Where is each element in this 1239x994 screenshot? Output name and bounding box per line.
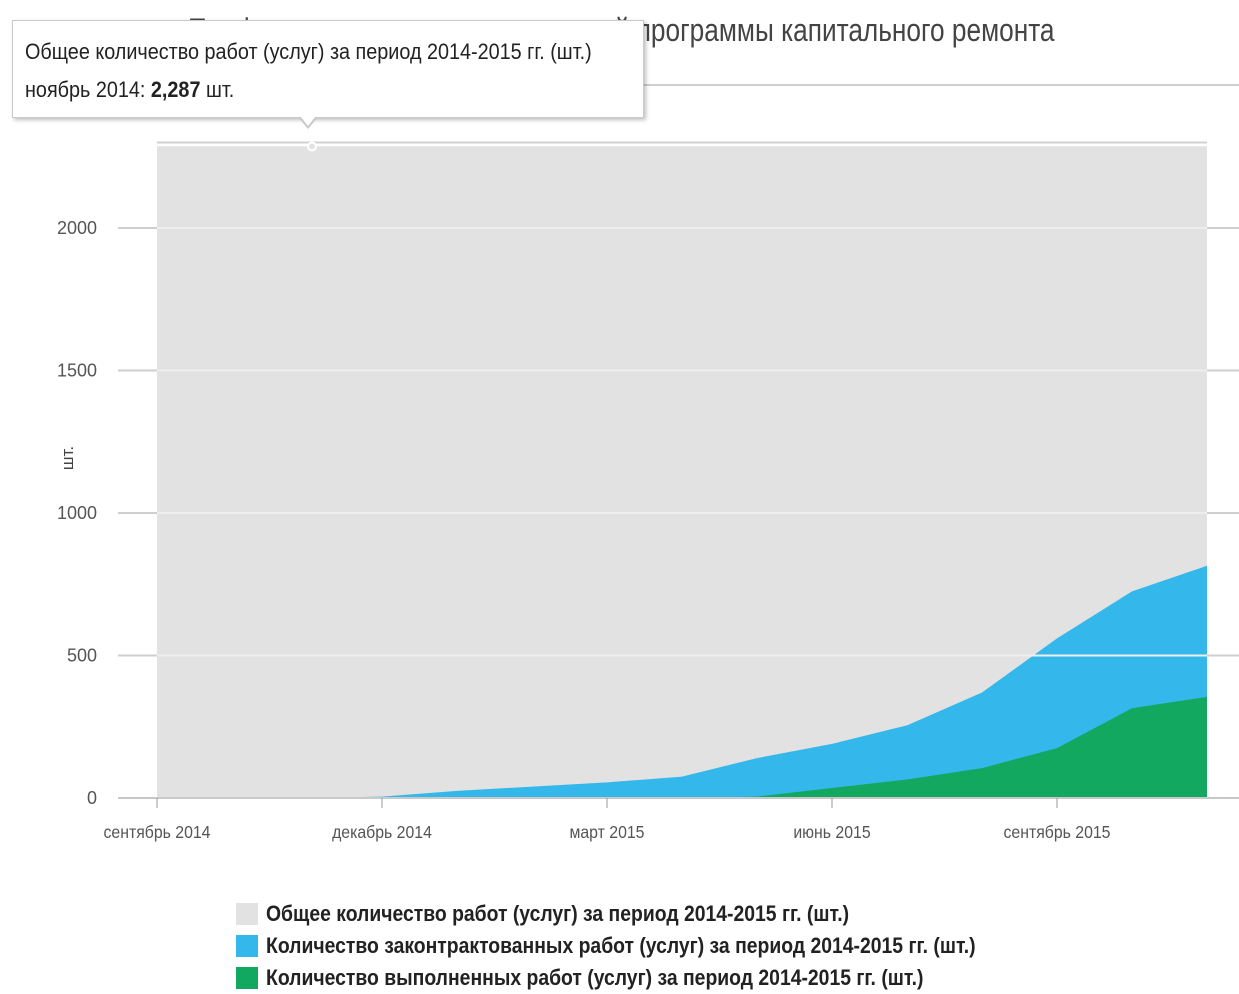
- legend-label-contracted: Количество законтрактованных работ (услу…: [266, 933, 976, 958]
- y-tick-label: 2000: [57, 218, 97, 238]
- y-tick-label: 500: [67, 646, 97, 666]
- x-tick-label: июнь 2015: [793, 822, 870, 842]
- tooltip: Общее количество работ (услуг) за период…: [12, 20, 644, 118]
- legend-swatch-total: [236, 903, 258, 925]
- tooltip-unit: шт.: [205, 77, 235, 102]
- x-axis: сентябрь 2014 декабрь 2014 март 2015 июнь 2…: [104, 141, 1111, 842]
- tooltip-value: 2,287: [150, 77, 201, 102]
- legend: Общее количество работ (услуг) за период…: [236, 898, 1072, 994]
- legend-swatch-contracted: [236, 935, 258, 957]
- hover-point-marker[interactable]: [307, 141, 317, 152]
- y-tick-label: 1000: [57, 503, 97, 523]
- tooltip-category: ноябрь 2014: [25, 77, 140, 102]
- area-series-0[interactable]: [157, 146, 1207, 798]
- legend-item-contracted[interactable]: Количество законтрактованных работ (услу…: [236, 930, 1072, 962]
- tooltip-value-line: ноябрь 2014: 2,287 шт.: [25, 71, 570, 109]
- tooltip-pointer-fill: [300, 116, 316, 126]
- title-divider: [188, 84, 1239, 86]
- x-tick-label: сентябрь 2015: [1004, 822, 1111, 842]
- tooltip-series: Общее количество работ (услуг) за период…: [25, 39, 592, 64]
- area-series-1[interactable]: [157, 565, 1207, 798]
- legend-swatch-completed: [236, 967, 258, 989]
- legend-item-total[interactable]: Общее количество работ (услуг) за период…: [236, 898, 1072, 930]
- legend-label-completed: Количество выполненных работ (услуг) за …: [266, 965, 924, 990]
- y-tick-label: 1500: [57, 361, 97, 381]
- y-axis-label: шт.: [58, 446, 77, 470]
- area-series-2[interactable]: [157, 696, 1207, 798]
- tooltip-colon: :: [139, 77, 151, 102]
- x-tick-label: сентябрь 2014: [104, 822, 211, 842]
- legend-label-total: Общее количество работ (услуг) за период…: [266, 901, 850, 926]
- x-tick-label: декабрь 2014: [332, 822, 432, 842]
- y-tick-label: 0: [87, 788, 97, 808]
- y-axis: 0 500 1000 1500 2000: [57, 218, 1239, 808]
- legend-item-completed[interactable]: Количество выполненных работ (услуг) за …: [236, 962, 1072, 994]
- areas: [157, 146, 1207, 798]
- x-tick-label: март 2015: [570, 822, 645, 842]
